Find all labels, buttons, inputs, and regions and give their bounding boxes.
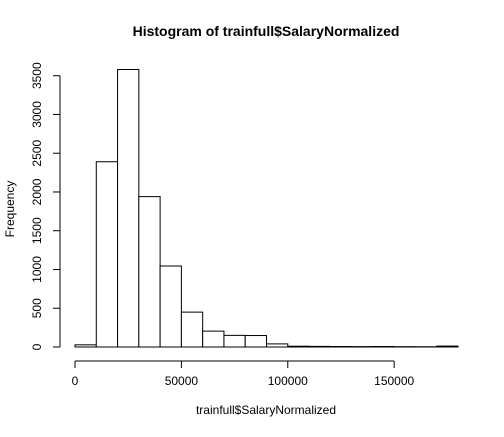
histogram-bar <box>139 197 160 347</box>
y-tick-label: 3500 <box>30 62 44 89</box>
histogram-bar <box>267 344 288 347</box>
histogram-bar <box>75 345 96 347</box>
x-tick-label: 50000 <box>165 374 199 388</box>
histogram-bar <box>118 70 139 348</box>
histogram-bar <box>437 346 458 347</box>
y-axis-label: Frequency <box>3 181 17 238</box>
histogram-bar <box>245 336 266 347</box>
x-axis: 0 50000 100000 150000 <box>72 361 415 388</box>
histogram-bar <box>96 162 117 347</box>
x-tick-label: 150000 <box>374 374 414 388</box>
y-tick-label: 500 <box>30 298 44 318</box>
chart-title: Histogram of trainfull$SalaryNormalized <box>133 23 400 39</box>
y-tick-label: 0 <box>30 343 44 350</box>
y-tick-label: 2500 <box>30 140 44 167</box>
y-axis: 0 500 1000 1500 2000 2500 3000 3500 <box>30 62 60 350</box>
histogram-bar <box>160 266 181 347</box>
x-tick-label: 0 <box>72 374 79 388</box>
x-tick-label: 100000 <box>268 374 308 388</box>
histogram-bar <box>288 346 309 347</box>
y-tick-label: 1000 <box>30 256 44 283</box>
histogram-bar <box>224 335 245 347</box>
histogram-bar <box>309 346 330 347</box>
histogram-bars <box>75 70 458 348</box>
y-tick-label: 3000 <box>30 101 44 128</box>
x-axis-label: trainfull$SalaryNormalized <box>196 403 336 417</box>
y-tick-label: 2000 <box>30 178 44 205</box>
histogram-bar <box>203 331 224 347</box>
y-tick-label: 1500 <box>30 217 44 244</box>
histogram-bar <box>181 312 202 347</box>
